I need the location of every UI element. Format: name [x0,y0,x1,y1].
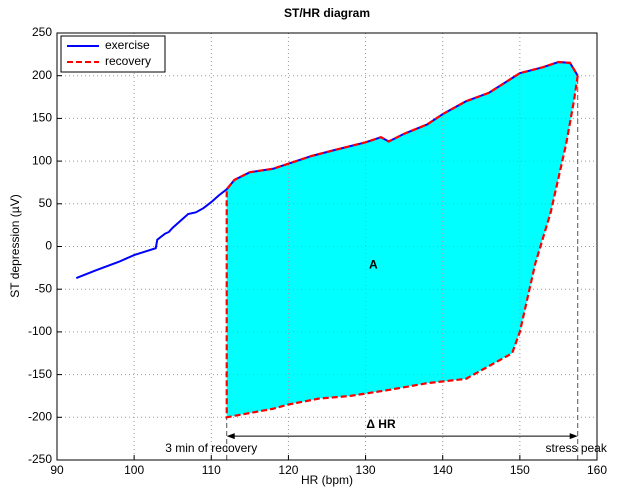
y-tick-label: 200 [32,68,52,82]
legend-label: recovery [105,54,151,68]
y-tick-label: -50 [35,281,53,295]
y-tick-label: 50 [39,196,53,210]
legend-box [60,35,166,73]
x-axis-label: HR (bpm) [301,473,353,487]
x-tick-label: 130 [356,463,376,477]
y-tick-label: 100 [32,153,52,167]
x-tick-label: 120 [278,463,298,477]
y-tick-label: -200 [28,409,52,423]
y-tick-label: 150 [32,111,52,125]
x-tick-label: 110 [202,463,221,477]
legend-label: exercise [105,38,150,52]
y-tick-label: -150 [28,367,52,381]
annotation: stress peak [545,441,607,455]
y-tick-label: -100 [28,324,52,338]
x-tick-label: 100 [124,463,144,477]
y-tick-label: -250 [28,452,52,466]
annotation: 3 min of recovery [165,441,257,455]
area-fill [226,62,578,418]
arrow-head [569,433,578,440]
y-tick-label: 0 [45,239,52,253]
x-tick-label: 150 [510,463,530,477]
x-tick-label: 160 [587,463,607,477]
y-tick-label: 250 [32,25,52,39]
annotation: A [369,257,378,271]
chart-title: ST/HR diagram [284,6,370,20]
annotation: Δ HR [366,417,396,431]
x-tick-label: 140 [433,463,453,477]
x-tick-label: 90 [50,463,64,477]
plot-frame [56,32,598,461]
y-axis-label: ST depression (µV) [8,194,22,297]
arrow-head [226,433,235,440]
series-line [225,60,579,419]
